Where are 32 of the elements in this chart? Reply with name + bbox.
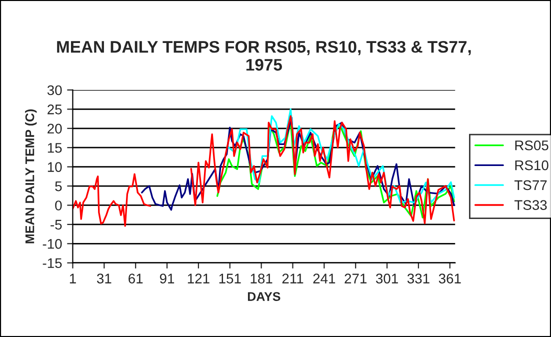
y-tick-label: 25 [48,104,62,114]
y-tick-label: 0 [55,200,62,210]
chart-title: MEAN DAILY TEMPS FOR RS05, RS10, TS33 & TS77, 1975 [57,40,471,71]
line-series [141,116,455,211]
legend-label: TS77 [514,180,547,190]
x-tick-label: 361 [438,274,461,284]
x-tick-label: 181 [250,274,272,284]
line-series [228,108,455,204]
x-tick-label: 151 [219,274,241,284]
x-tick-label: 331 [407,274,430,284]
y-tick-label: 20 [48,124,62,134]
y-tick-label: 30 [47,85,62,96]
y-axis-title: MEAN DAILY TEMP (C) [25,109,37,244]
y-tick-label: 15 [48,143,62,153]
y-tick-label: 10 [48,162,62,172]
x-tick-label: 211 [282,274,304,284]
x-tick-label: 301 [376,274,398,284]
x-tick-label: 271 [344,274,367,284]
x-tick-label: 61 [128,274,143,284]
x-tick-label: 91 [160,274,174,284]
x-tick-label: 121 [188,274,210,284]
y-tick-label: -10 [42,238,62,249]
y-tick-label: -15 [42,258,62,268]
x-tick-label: 1 [70,274,76,284]
legend-label: TS33 [514,200,547,210]
x-tick-label: 31 [96,274,112,284]
y-tick-label: 5 [55,182,62,192]
x-tick-label: 241 [313,274,336,284]
legend-label: RS10 [515,160,548,170]
y-tick-label: -5 [50,220,62,230]
legend-label: RS05 [515,140,548,150]
x-axis-title: DAYS [248,292,280,301]
